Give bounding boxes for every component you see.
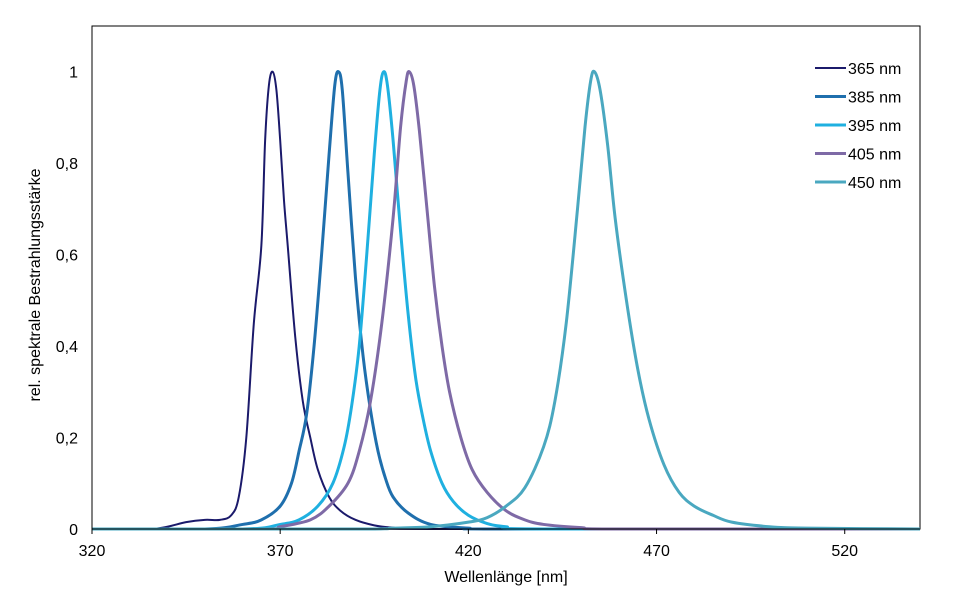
legend-label: 450 nm (848, 175, 901, 192)
series-layer (92, 69, 921, 531)
y-tick-label: 0,4 (56, 339, 78, 356)
legend-label: 385 nm (848, 90, 901, 107)
x-tick-label: 370 (267, 543, 294, 560)
y-tick-label: 0 (69, 522, 78, 539)
series-line-450nm (92, 69, 921, 531)
legend-label: 395 nm (848, 118, 901, 135)
y-tick-label: 0,6 (56, 248, 78, 265)
y-ticks: 0 0,2 0,4 0,6 0,8 1 (56, 65, 78, 539)
series-line-395nm (92, 70, 920, 531)
x-tick-label: 420 (455, 543, 482, 560)
y-tick-label: 1 (69, 65, 78, 82)
series-line-385nm (92, 70, 920, 531)
x-tick-label: 520 (831, 543, 858, 560)
x-tick-label: 320 (79, 543, 106, 560)
series-line-365nm (92, 70, 920, 531)
legend: 365 nm 385 nm 395 nm 405 nm 450 nm (815, 61, 901, 192)
x-axis-label: Wellenlänge [nm] (444, 569, 567, 586)
series-line-405nm (92, 70, 920, 531)
y-tick-label: 0,8 (56, 156, 78, 173)
y-tick-label: 0,2 (56, 431, 78, 448)
plot-frame (91, 25, 921, 530)
legend-label: 365 nm (848, 61, 901, 78)
x-tick-label: 470 (643, 543, 670, 560)
x-ticks: 320 370 420 470 520 (79, 529, 858, 560)
y-axis-label: rel. spektrale Bestrahlungsstärke (27, 168, 44, 401)
legend-label: 405 nm (848, 147, 901, 164)
